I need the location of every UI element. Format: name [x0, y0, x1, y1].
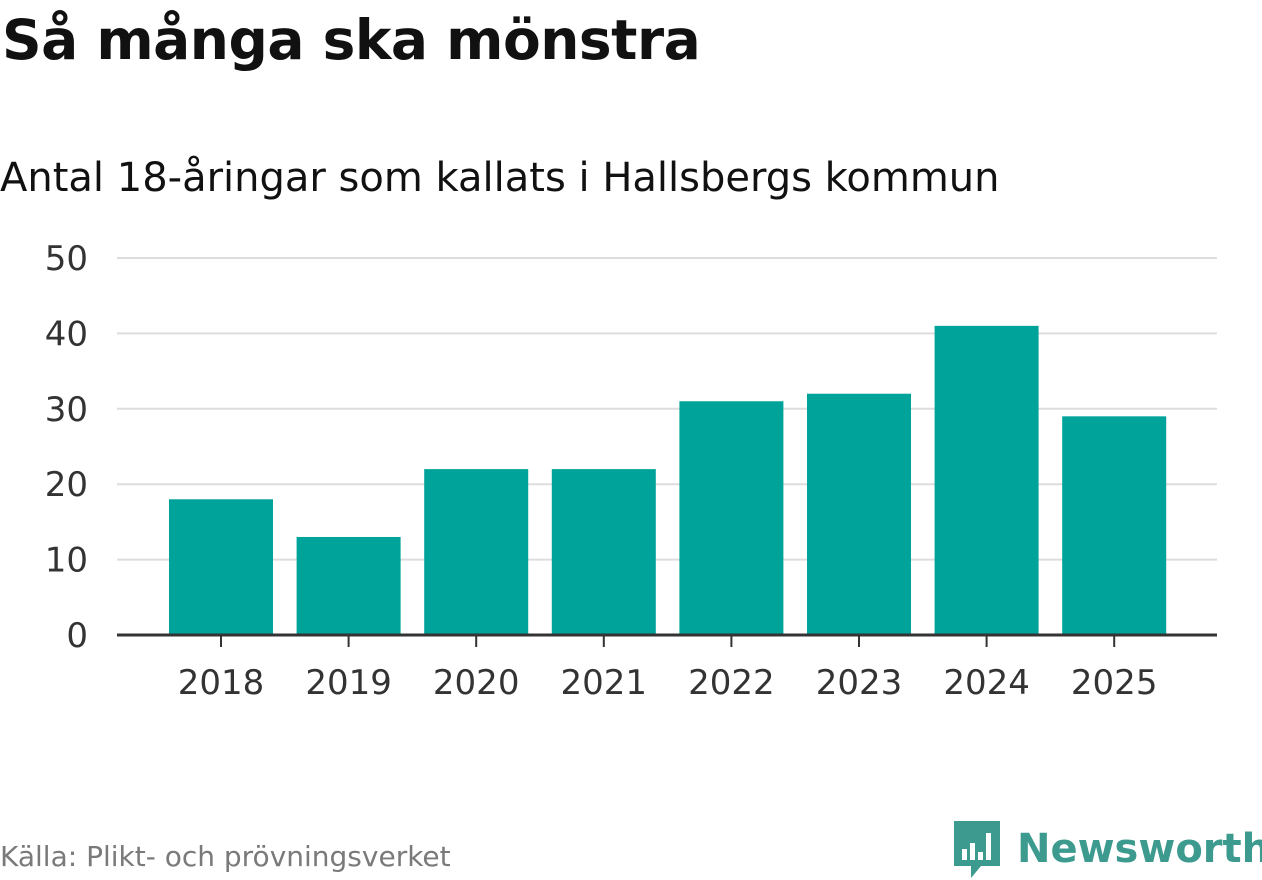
bar-2024: [934, 325, 1039, 635]
y-axis-ticks: 0 10 20 30 40 50: [45, 239, 88, 656]
chart-title: Så många ska mönstra: [2, 8, 701, 72]
y-tick-label: 40: [45, 314, 88, 354]
bar-2022: [679, 401, 784, 635]
x-tick-label: 2024: [943, 663, 1030, 703]
x-tick-label: 2020: [433, 663, 520, 703]
y-tick-label: 0: [66, 616, 88, 656]
bars: [169, 325, 1167, 635]
x-tick-label: 2022: [688, 663, 775, 703]
y-tick-label: 30: [45, 390, 88, 430]
x-tick-label: 2021: [561, 663, 648, 703]
x-tick-label: 2019: [305, 663, 392, 703]
bar-chart-speech-bubble-icon: [954, 821, 1000, 878]
bar-2020: [424, 469, 529, 635]
x-tick-label: 2025: [1071, 663, 1158, 703]
bar-2021: [551, 469, 656, 635]
gridlines: [117, 257, 1217, 561]
x-tick-label: 2018: [178, 663, 265, 703]
x-tick-label: 2023: [816, 663, 903, 703]
x-axis-ticks: 2018 2019 2020 2021 2022 2023 2024 2025: [117, 633, 1217, 703]
source-note: Källa: Plikt- och prövningsverket: [0, 840, 451, 873]
chart-subtitle: Antal 18-åringar som kallats i Hallsberg…: [0, 155, 1000, 201]
brand-logo: Newsworthy: [951, 818, 1262, 880]
y-tick-label: 50: [45, 239, 88, 279]
bar-2023: [807, 393, 911, 635]
y-tick-label: 20: [45, 465, 88, 505]
brand-name: Newsworthy: [1017, 826, 1262, 872]
y-tick-label: 10: [45, 541, 88, 581]
bar-2019: [296, 536, 401, 635]
bar-2018: [169, 499, 273, 635]
bar-2025: [1062, 416, 1167, 635]
